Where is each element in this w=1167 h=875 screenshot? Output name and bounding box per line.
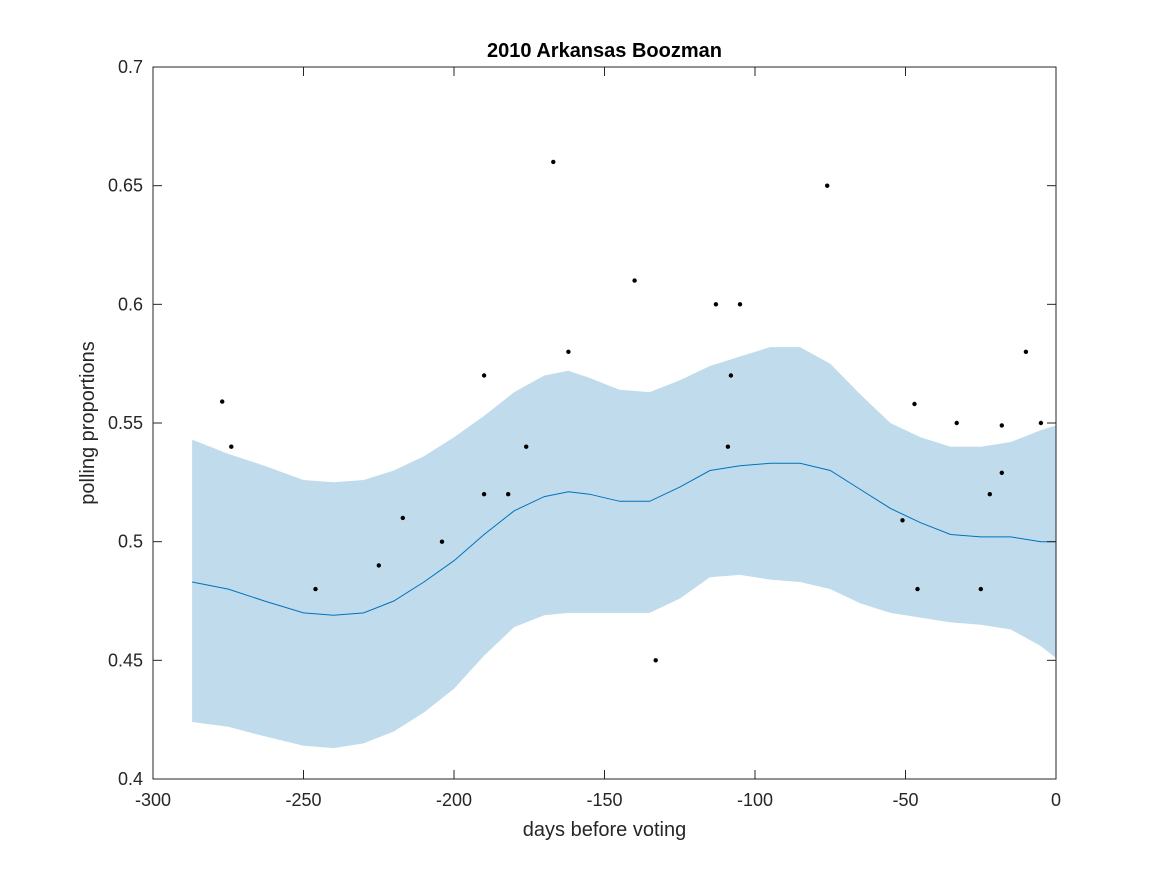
- data-point: [999, 470, 1004, 475]
- data-point: [987, 492, 992, 497]
- data-point: [313, 586, 318, 592]
- chart-title: 2010 Arkansas Boozman: [487, 40, 722, 62]
- data-point: [632, 278, 637, 283]
- data-point: [524, 444, 529, 449]
- data-point: [1023, 349, 1029, 354]
- y-axis-label: polling proportions: [77, 341, 99, 504]
- data-point: [728, 373, 734, 378]
- x-tick-label: -100: [737, 790, 773, 810]
- y-tick-label: 0.55: [108, 413, 143, 433]
- data-point: [900, 518, 905, 523]
- y-tick-label: 0.4: [118, 769, 143, 789]
- data-point: [725, 444, 731, 449]
- data-point: [915, 586, 920, 592]
- data-point: [376, 563, 381, 568]
- x-axis-label: days before voting: [523, 819, 686, 841]
- y-tick-label: 0.5: [118, 532, 143, 552]
- data-point: [1038, 420, 1044, 426]
- data-point: [439, 539, 445, 544]
- data-point: [481, 373, 487, 378]
- y-tick-label: 0.7: [118, 57, 143, 77]
- x-tick-label: -300: [135, 790, 171, 810]
- mean-line: [192, 462, 1056, 616]
- y-tick-label: 0.45: [108, 650, 143, 670]
- data-point: [229, 444, 234, 449]
- data-point: [653, 658, 658, 663]
- scatter-points-layer: [220, 159, 1044, 663]
- data-point: [912, 401, 917, 407]
- data-point: [566, 349, 571, 354]
- x-tick-label: -50: [892, 790, 918, 810]
- x-tick-label: -150: [586, 790, 622, 810]
- data-point: [551, 159, 556, 165]
- data-point: [954, 420, 959, 426]
- data-point: [713, 302, 719, 307]
- data-point: [825, 183, 830, 188]
- data-point: [481, 492, 487, 497]
- data-point: [978, 586, 983, 592]
- x-tick-label: -200: [436, 790, 472, 810]
- x-tick-label: 0: [1051, 790, 1061, 810]
- ticks-layer: -300 -250 -200 -150 -100 -50 0 0.4 0.45 0.5 0.55 0.…: [108, 57, 1061, 810]
- y-tick-label: 0.6: [118, 294, 143, 314]
- y-tick-label: 0.65: [108, 176, 143, 196]
- data-point: [400, 515, 405, 521]
- data-point: [737, 302, 743, 307]
- confidence-band-layer: [192, 347, 1057, 749]
- data-point: [999, 423, 1004, 428]
- data-point: [506, 492, 511, 497]
- data-point: [220, 399, 225, 404]
- confidence-band: [192, 347, 1057, 749]
- x-tick-label: -250: [285, 790, 321, 810]
- mean-line-layer: [192, 462, 1056, 616]
